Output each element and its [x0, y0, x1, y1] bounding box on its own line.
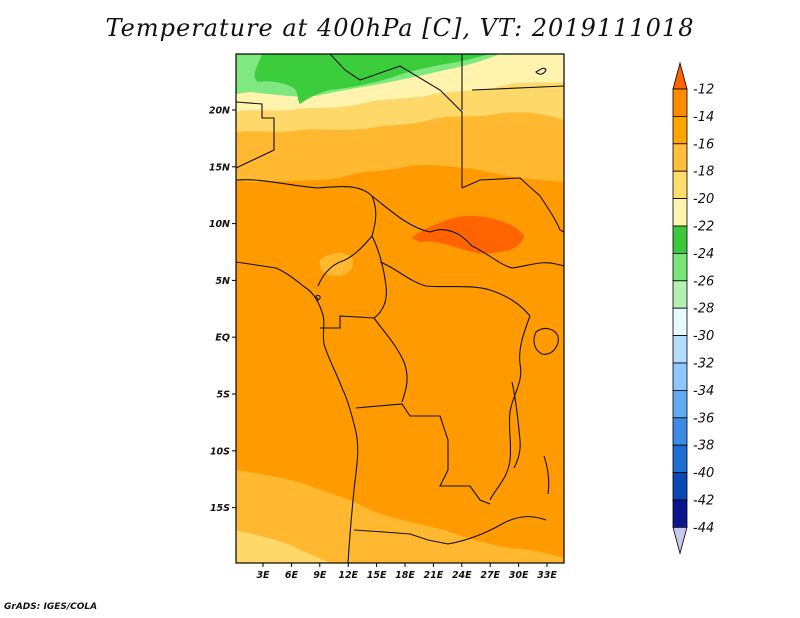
colorbar-segment [672, 335, 688, 364]
lon-tick-label: 24E [452, 570, 472, 581]
colorbar-label: -14 [693, 110, 714, 125]
colorbar-segment [672, 389, 688, 419]
colorbar-segment [672, 444, 688, 474]
border-egypt [471, 85, 564, 91]
lat-tick-label: 20N [209, 106, 230, 117]
lon-tick-label: 6E [285, 570, 299, 581]
lon-tick-label: 21E [424, 570, 444, 581]
colorbar-label: -16 [693, 137, 714, 152]
colorbar-segment [672, 198, 688, 227]
map-frame [235, 53, 565, 564]
colorbar-segment [672, 362, 688, 391]
border-car-drc [379, 261, 531, 317]
colorbar-label: -18 [693, 165, 714, 180]
lat-tick-label: 15S [210, 503, 230, 514]
lon-tick-label: 12E [338, 570, 358, 581]
colorbar-label: -42 [693, 494, 714, 509]
field-warm-spot [412, 215, 524, 254]
colorbar-segment [672, 225, 688, 254]
colorbar-label: -20 [693, 192, 714, 207]
colorbar-segment [672, 499, 688, 528]
colorbar-label: -32 [693, 357, 714, 372]
colorbar: -12 -14 -16 -18 -20 -22 -24 -26 -28 -30 -32 -34 -36 -… [672, 61, 714, 555]
lat-tick-label: 15N [209, 162, 230, 173]
coastline-west [236, 261, 359, 563]
lon-tick-label: 33E [537, 570, 557, 581]
colorbar-label: -28 [693, 302, 714, 317]
field-band-south [236, 470, 564, 563]
lat-tick-label: 10S [210, 446, 230, 457]
lat-tick-label: 5N [215, 276, 230, 287]
colorbar-label: -12 [693, 83, 714, 98]
colorbar-label: -26 [693, 274, 714, 289]
colorbar-segment [672, 116, 688, 145]
field-band-south-yellow [236, 530, 330, 563]
lon-tick-label: 18E [395, 570, 415, 581]
border-nw-north [236, 101, 275, 169]
border-angola [355, 403, 491, 505]
lat-tick-label: 10N [209, 219, 230, 230]
border-cameroon [320, 235, 387, 329]
latitude-ticks: 20N 15N 10N 5N EQ 5S 10S 15S [209, 106, 236, 514]
border-angola-south [353, 529, 449, 545]
lon-tick-label: 3E [256, 570, 270, 581]
colorbar-label: -44 [693, 521, 714, 536]
border-sahel [236, 179, 377, 287]
colorbar-label: -36 [693, 411, 714, 426]
border-chad-car [371, 195, 564, 269]
red-sea-coast [535, 67, 547, 75]
temperature-field [236, 54, 564, 563]
colorbar-segment [672, 417, 688, 446]
border-drc-east [489, 315, 531, 501]
lon-tick-label: 30E [509, 570, 529, 581]
lon-tick-label: 27E [480, 570, 500, 581]
border-ne [461, 177, 541, 197]
field-band-green [254, 54, 490, 104]
lat-tick-label: EQ [215, 333, 230, 344]
lake-victoria [533, 327, 559, 355]
lat-tick-label: 5S [217, 390, 231, 401]
border-congo [373, 317, 408, 403]
colorbar-segment [672, 307, 688, 337]
colorbar-label: -22 [693, 220, 714, 235]
colorbar-label: -34 [693, 384, 714, 399]
border-n-vertical [329, 54, 463, 188]
lake-tanganyika [511, 381, 521, 469]
map-title: Temperature at 400hPa [C], VT: 201911101… [105, 14, 695, 42]
lon-tick-label: 9E [313, 570, 327, 581]
colorbar-label: -24 [693, 247, 714, 262]
country-borders [236, 54, 564, 563]
longitude-ticks: 3E 6E 9E 12E 15E 18E 21E 24E 27E 30E 33E [256, 563, 557, 581]
colorbar-top-arrow [672, 61, 688, 90]
border-east [539, 195, 564, 233]
credit-label: GrADS: IGES/COLA [4, 602, 98, 612]
border-south [447, 515, 547, 545]
colorbar-segment [672, 143, 688, 172]
gulf-island [315, 294, 321, 301]
colorbar-segment [672, 170, 688, 199]
colorbar-bottom-arrow [672, 527, 688, 555]
colorbar-label: -38 [693, 439, 714, 454]
colorbar-label: -30 [693, 329, 714, 344]
colorbar-segment [672, 88, 688, 117]
colorbar-segment [672, 472, 688, 501]
colorbar-segment [672, 252, 688, 282]
lon-tick-label: 15E [367, 570, 387, 581]
colorbar-label: -40 [693, 466, 714, 481]
lake-malawi [543, 455, 550, 495]
colorbar-segment [672, 280, 688, 309]
